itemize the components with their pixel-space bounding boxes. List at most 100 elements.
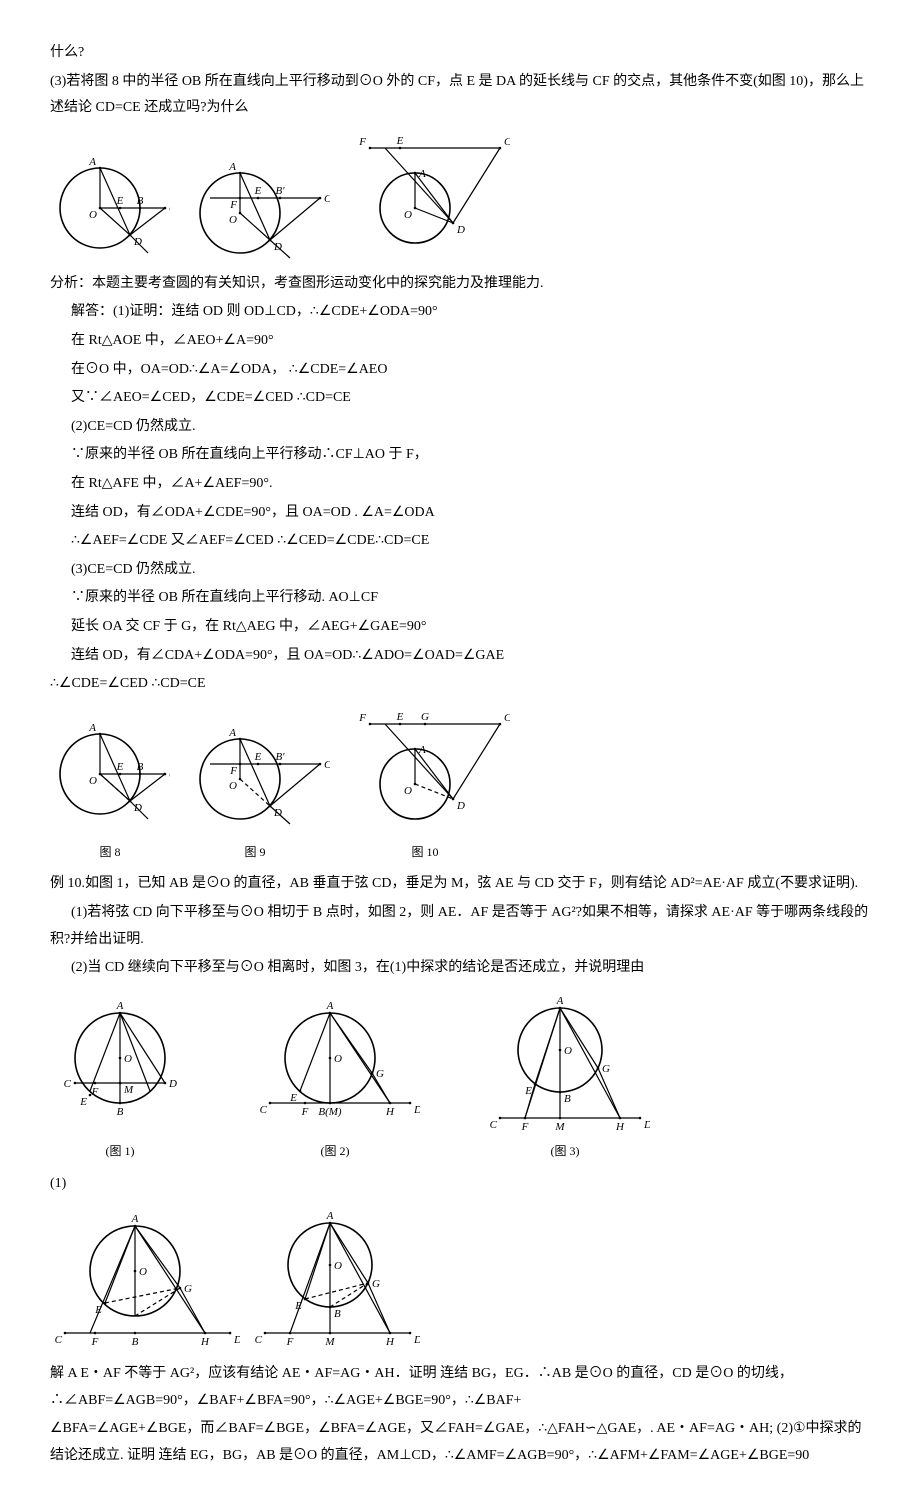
ans3c: 延长 OA 交 CF 于 G，在 Rt△AEG 中，∠AEG+∠GAE=90° [50, 614, 870, 641]
svg-text:H: H [385, 1106, 395, 1118]
svg-text:O: O [564, 1045, 572, 1057]
svg-text:H: H [385, 1336, 395, 1348]
svg-text:E: E [254, 751, 262, 763]
svg-text:E: E [116, 761, 124, 773]
sol-b: ∠BFA=∠AGE+∠BGE，而∠BAF=∠BGE，∠BFA=∠AGE，又∠FA… [50, 1416, 870, 1469]
svg-text:O: O [229, 214, 237, 226]
ex10b: (1)若将弦 CD 向下平移至与⊙O 相切于 B 点时，如图 2，则 AE．AF… [50, 900, 870, 953]
ans3b: ∵原来的半径 OB 所在直线向上平行移动. AO⊥CF [50, 585, 870, 612]
ans2b: ∵原来的半径 OB 所在直线向上平行移动∴CF⊥AO 于 F， [50, 442, 870, 469]
svg-text:O: O [89, 209, 97, 221]
svg-text:O: O [124, 1053, 132, 1065]
svg-text:C: C [55, 1334, 63, 1346]
svg-text:A: A [88, 156, 96, 168]
svg-text:F: F [229, 765, 237, 777]
ex10a: 例 10.如图 1，已知 AB 是⊙O 的直径，AB 垂直于弦 CD，垂足为 M… [50, 871, 870, 898]
geometry-figure: AOFEB'CD [180, 719, 330, 839]
svg-text:D: D [233, 1334, 240, 1346]
svg-text:M: M [324, 1336, 335, 1348]
ans2c: 在 Rt△AFE 中，∠A+∠AEF=90°. [50, 471, 870, 498]
svg-text:C: C [324, 759, 330, 771]
svg-text:O: O [404, 209, 412, 221]
svg-text:A: A [88, 722, 96, 734]
svg-text:D: D [273, 241, 282, 253]
svg-text:A: A [228, 161, 236, 173]
svg-text:F: F [358, 712, 366, 724]
svg-text:C: C [255, 1334, 263, 1346]
geometry-figure: AOEBGCFMHD [250, 1203, 420, 1353]
fig-row-top: AOEBCDAOFEB'CDFEAODC [50, 128, 870, 263]
svg-text:E: E [396, 711, 404, 723]
geometry-figure: AOEBCD [50, 719, 170, 839]
svg-text:D: D [133, 236, 142, 248]
ans2e: ∴∠AEF=∠CDE 又∠AEF=∠CED ∴∠CED=∠CDE∴CD=CE [50, 528, 870, 555]
ans1a: 解答：(1)证明：连结 OD 则 OD⊥CD，∴∠CDE+∠ODA=90° [50, 299, 870, 326]
svg-text:G: G [184, 1283, 192, 1295]
one: (1) [50, 1171, 870, 1198]
figure-caption: 图 8 [99, 841, 120, 864]
geometry-figure: AOCFMDEB [50, 988, 190, 1138]
svg-text:B': B' [275, 751, 285, 763]
svg-text:O: O [334, 1260, 342, 1272]
figure-caption: (图 1) [106, 1140, 135, 1163]
svg-text:A: A [116, 1000, 124, 1012]
svg-text:M: M [123, 1084, 134, 1096]
svg-text:B': B' [275, 185, 285, 197]
ans1c: 在⊙O 中，OA=OD∴∠A=∠ODA， ∴∠CDE=∠AEO [50, 357, 870, 384]
svg-text:D: D [456, 800, 465, 812]
geometry-figure: AOEGCFB(M)HD [250, 988, 420, 1138]
svg-text:C: C [504, 136, 510, 148]
svg-text:F: F [301, 1106, 309, 1118]
svg-text:D: D [168, 1078, 177, 1090]
figure-caption: 图 10 [411, 841, 438, 864]
svg-text:G: G [602, 1063, 610, 1075]
svg-text:E: E [79, 1096, 87, 1108]
svg-text:A: A [326, 1000, 334, 1012]
svg-text:C: C [169, 203, 170, 215]
svg-text:E: E [289, 1092, 297, 1104]
svg-text:F: F [91, 1086, 99, 1098]
svg-text:E: E [254, 185, 262, 197]
ans3a: (3)CE=CD 仍然成立. [50, 557, 870, 584]
geometry-figure: AOEGCFBHD [50, 1203, 240, 1353]
svg-text:O: O [139, 1266, 147, 1278]
figure-caption: 图 9 [244, 841, 265, 864]
geometry-figure: A O E B C D [50, 153, 170, 263]
q3: (3)若将图 8 中的半径 OB 所在直线向上平行移动到⊙O 外的 CF，点 E… [50, 69, 870, 122]
svg-text:C: C [504, 712, 510, 724]
geometry-figure: AOFEB'CD [180, 153, 330, 263]
svg-text:F: F [91, 1336, 99, 1348]
geometry-figure: AOEBGCFMHD [480, 988, 650, 1138]
svg-text:O: O [334, 1053, 342, 1065]
svg-text:E: E [116, 195, 124, 207]
svg-text:B: B [137, 195, 144, 207]
svg-text:F: F [521, 1121, 529, 1133]
svg-text:F: F [286, 1336, 294, 1348]
svg-text:H: H [615, 1121, 625, 1133]
svg-text:D: D [273, 807, 282, 819]
svg-text:C: C [260, 1104, 268, 1116]
ans3d: 连结 OD，有∠CDA+∠ODA=90°，且 OA=OD∴∠ADO=∠OAD=∠… [50, 643, 870, 670]
svg-text:B(M): B(M) [318, 1106, 342, 1118]
svg-text:G: G [421, 711, 429, 723]
svg-text:B: B [137, 761, 144, 773]
svg-text:C: C [169, 769, 170, 781]
svg-text:C: C [490, 1119, 498, 1131]
svg-text:O: O [89, 775, 97, 787]
geometry-figure: FEGAODC [340, 704, 510, 839]
svg-text:E: E [294, 1300, 302, 1312]
ans3e: ∴∠CDE=∠CED ∴CD=CE [50, 671, 870, 698]
svg-text:B: B [117, 1106, 124, 1118]
svg-text:A: A [418, 744, 426, 756]
q-pre: 什么? [50, 40, 870, 67]
ex10c: (2)当 CD 继续向下平移至与⊙O 相离时，如图 3，在(1)中探求的结论是否… [50, 955, 870, 982]
svg-text:E: E [94, 1304, 102, 1316]
ans1d: 又∵∠AEO=∠CED，∠CDE=∠CED ∴CD=CE [50, 385, 870, 412]
svg-text:O: O [229, 780, 237, 792]
svg-text:C: C [324, 193, 330, 205]
svg-text:H: H [200, 1336, 210, 1348]
ans2a: (2)CE=CD 仍然成立. [50, 414, 870, 441]
figure-caption: (图 3) [551, 1140, 580, 1163]
svg-text:A: A [326, 1210, 334, 1222]
svg-text:E: E [396, 135, 404, 147]
